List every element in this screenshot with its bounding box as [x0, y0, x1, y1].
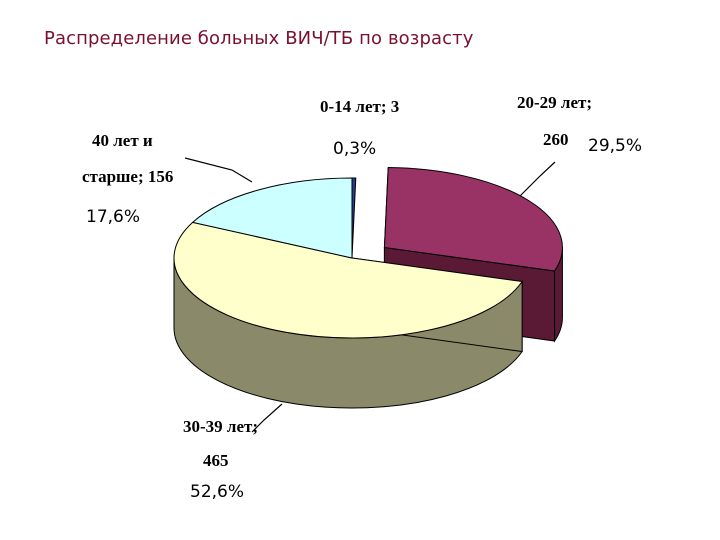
pie-percent-0: 0,3% — [333, 139, 376, 159]
leader-line-3 — [184, 157, 253, 183]
pie-label-3-line-0: 40 лет и — [92, 131, 153, 150]
pie-label-1-line-0: 20-29 лет; — [517, 93, 592, 112]
pie-percent-3: 17,6% — [86, 207, 140, 227]
pie-label-3-line-1: старше; 156 — [82, 167, 173, 186]
pie-labels: 0-14 лет; 3 0,3% 20-29 лет; 260 29,5% 30-39 л… — [82, 93, 642, 502]
pie-slice-0 — [351, 177, 357, 259]
leader-line-2 — [251, 403, 283, 433]
pie-label-2-line-0: 30-39 лет; — [183, 417, 258, 436]
pie-slice-1 — [383, 166, 563, 272]
leader-line-1 — [519, 161, 556, 197]
pie-slice-2 — [173, 221, 523, 339]
pie-tops — [173, 166, 563, 339]
pie-label-1-line-1: 260 — [543, 130, 569, 149]
pie-percent-1: 29,5% — [588, 136, 642, 156]
pie-percent-2: 52,6% — [190, 482, 244, 502]
pie-slice-3 — [191, 177, 353, 259]
pie-leader-lines — [184, 157, 556, 433]
page-title: Распределение больных ВИЧ/ТБ по возрасту — [44, 28, 474, 49]
pie-label-0-line-0: 0-14 лет; 3 — [320, 97, 399, 116]
pie-label-2-line-1: 465 — [203, 451, 229, 470]
